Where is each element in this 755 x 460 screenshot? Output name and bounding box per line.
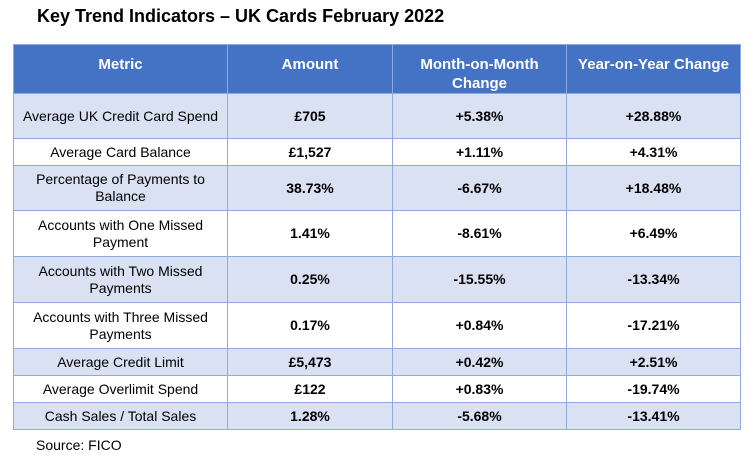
page-title: Key Trend Indicators – UK Cards February… [37,6,445,26]
mom-change-cell: +0.83% [392,375,567,403]
metric-cell: Average Card Balance [13,138,228,166]
amount-cell: 38.73% [227,165,393,211]
yoy-change-cell: +2.51% [566,348,741,376]
mom-change-cell: +5.38% [392,93,567,139]
table-row: Average Credit Limit £5,473 +0.42% +2.51… [13,348,741,376]
mom-change-cell: -6.67% [392,165,567,211]
amount-cell: £122 [227,375,393,403]
table-row: Accounts with Two Missed Payments 0.25% … [13,256,741,303]
yoy-change-cell: +4.31% [566,138,741,166]
yoy-change-cell: +28.88% [566,93,741,139]
metric-cell: Accounts with Three Missed Payments [13,302,228,349]
column-header-metric: Metric [13,44,228,94]
yoy-change-cell: -17.21% [566,302,741,349]
table-row: Accounts with Three Missed Payments 0.17… [13,302,741,349]
yoy-change-cell: +18.48% [566,165,741,211]
mom-change-cell: +1.11% [392,138,567,166]
mom-change-cell: +0.42% [392,348,567,376]
metric-cell: Accounts with One Missed Payment [13,210,228,257]
mom-change-cell: -8.61% [392,210,567,257]
metric-cell: Average UK Credit Card Spend [13,93,228,139]
table-row: Percentage of Payments to Balance 38.73%… [13,165,741,211]
metric-cell: Accounts with Two Missed Payments [13,256,228,303]
yoy-change-cell: -13.34% [566,256,741,303]
table-row: Accounts with One Missed Payment 1.41% -… [13,210,741,257]
amount-cell: 0.17% [227,302,393,349]
table-header-row: Metric Amount Month-on-Month Change Year… [13,44,741,94]
table-row: Cash Sales / Total Sales 1.28% -5.68% -1… [13,402,741,430]
mom-change-cell: -15.55% [392,256,567,303]
amount-cell: £705 [227,93,393,139]
yoy-change-cell: -13.41% [566,402,741,430]
metric-cell: Percentage of Payments to Balance [13,165,228,211]
table-row: Average Overlimit Spend £122 +0.83% -19.… [13,375,741,403]
yoy-change-cell: -19.74% [566,375,741,403]
amount-cell: 1.28% [227,402,393,430]
amount-cell: £1,527 [227,138,393,166]
mom-change-cell: +0.84% [392,302,567,349]
key-trend-indicators-table: Metric Amount Month-on-Month Change Year… [13,44,741,430]
column-header-mom-change: Month-on-Month Change [392,44,567,94]
metric-cell: Cash Sales / Total Sales [13,402,228,430]
table-row: Average Card Balance £1,527 +1.11% +4.31… [13,138,741,166]
column-header-amount: Amount [227,44,393,94]
table-row: Average UK Credit Card Spend £705 +5.38%… [13,93,741,139]
column-header-yoy-change: Year-on-Year Change [566,44,741,94]
amount-cell: 1.41% [227,210,393,257]
source-note: Source: FICO [36,437,122,453]
amount-cell: 0.25% [227,256,393,303]
metric-cell: Average Overlimit Spend [13,375,228,403]
yoy-change-cell: +6.49% [566,210,741,257]
metric-cell: Average Credit Limit [13,348,228,376]
mom-change-cell: -5.68% [392,402,567,430]
amount-cell: £5,473 [227,348,393,376]
